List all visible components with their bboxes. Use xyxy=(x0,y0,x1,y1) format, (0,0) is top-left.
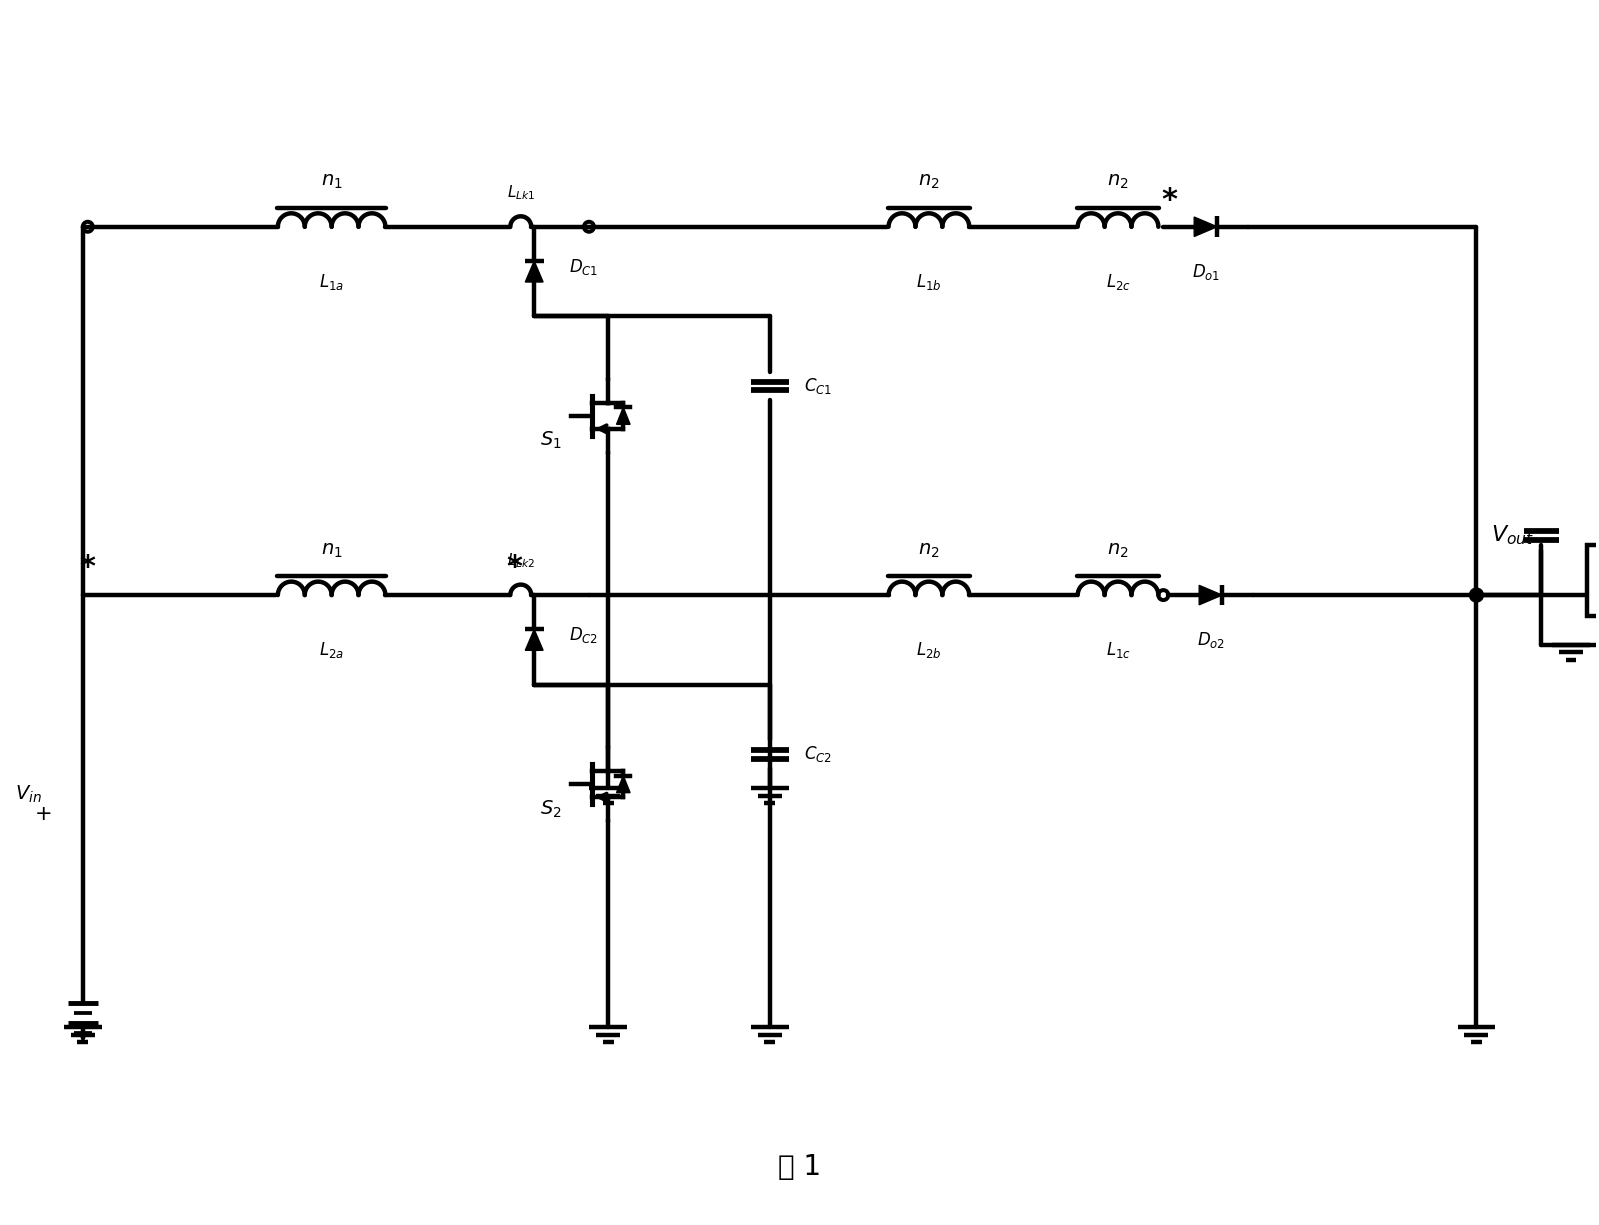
Text: $+$: $+$ xyxy=(34,804,51,824)
Text: $n_1$: $n_1$ xyxy=(321,540,342,560)
Bar xyxy=(1586,545,1599,616)
Text: $L_{1a}$: $L_{1a}$ xyxy=(320,272,344,292)
Polygon shape xyxy=(526,261,544,282)
Text: $L_{Lk1}$: $L_{Lk1}$ xyxy=(507,184,536,202)
Polygon shape xyxy=(617,408,630,424)
Text: $S_2$: $S_2$ xyxy=(540,799,561,820)
Text: $L_{1c}$: $L_{1c}$ xyxy=(1105,639,1130,660)
Text: $n_2$: $n_2$ xyxy=(1107,173,1129,191)
Text: 图 1: 图 1 xyxy=(779,1154,820,1181)
Text: *: * xyxy=(507,552,523,582)
Text: $L_{1b}$: $L_{1b}$ xyxy=(916,272,942,292)
Text: $D_{o2}$: $D_{o2}$ xyxy=(1196,630,1225,650)
Text: $L_{2c}$: $L_{2c}$ xyxy=(1105,272,1130,292)
Circle shape xyxy=(1469,588,1484,601)
Text: $n_1$: $n_1$ xyxy=(321,173,342,191)
Text: $S_1$: $S_1$ xyxy=(540,430,561,452)
Text: $n_2$: $n_2$ xyxy=(918,173,940,191)
Text: $n_2$: $n_2$ xyxy=(918,540,940,560)
Polygon shape xyxy=(1199,586,1222,605)
Text: *: * xyxy=(1161,186,1177,214)
Polygon shape xyxy=(1194,217,1217,236)
Text: $V_{in}$: $V_{in}$ xyxy=(14,784,42,805)
Text: $D_{o1}$: $D_{o1}$ xyxy=(1191,262,1220,282)
Text: $D_{C2}$: $D_{C2}$ xyxy=(569,625,598,644)
Text: $L_{Lk2}$: $L_{Lk2}$ xyxy=(507,551,536,570)
Text: $L_{2b}$: $L_{2b}$ xyxy=(916,639,942,660)
Text: $C_{C1}$: $C_{C1}$ xyxy=(804,376,833,396)
Text: $L_{2a}$: $L_{2a}$ xyxy=(320,639,344,660)
Polygon shape xyxy=(526,630,544,650)
Text: $n_2$: $n_2$ xyxy=(1107,540,1129,560)
Text: $V_{out}$: $V_{out}$ xyxy=(1492,523,1535,548)
Text: $C_{C2}$: $C_{C2}$ xyxy=(804,745,833,764)
Text: *: * xyxy=(80,552,96,582)
Polygon shape xyxy=(617,775,630,793)
Text: $D_{C1}$: $D_{C1}$ xyxy=(569,256,598,277)
